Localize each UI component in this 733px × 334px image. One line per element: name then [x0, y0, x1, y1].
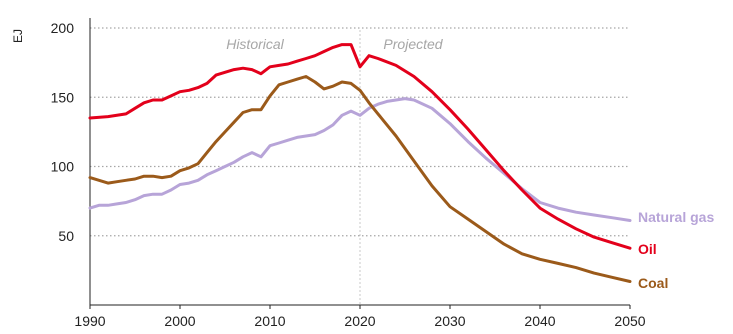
x-tick-label: 1990 [74, 313, 105, 329]
coal-series-line [88, 75, 632, 283]
y-tick-label: 200 [51, 20, 75, 36]
x-tick-label: 2010 [254, 313, 285, 329]
y-axis-unit-label: EJ [11, 29, 25, 43]
x-tick-label: 2000 [164, 313, 195, 329]
x-tick-label: 2020 [344, 313, 375, 329]
historical-period-label: Historical [226, 36, 284, 52]
series-layer [88, 43, 632, 283]
natural-gas-series-label: Natural gas [638, 209, 714, 225]
x-tick-label: 2040 [524, 313, 555, 329]
oil-series-line [88, 43, 632, 250]
x-tick-label: 2050 [614, 313, 645, 329]
x-tick-label: 2030 [434, 313, 465, 329]
y-tick-label: 50 [58, 228, 74, 244]
y-tick-label: 100 [51, 159, 75, 175]
coal-series-label: Coal [638, 275, 668, 291]
natural-gas-series-line [88, 97, 632, 222]
label-layer: Natural gas Oil Coal [638, 209, 714, 291]
projected-period-label: Projected [383, 36, 443, 52]
y-tick-label: 150 [51, 89, 75, 105]
oil-series-label: Oil [638, 241, 657, 257]
axis-layer: 50 100 150 200 1990 2000 2010 2020 2030 2040 2050 [51, 18, 646, 329]
